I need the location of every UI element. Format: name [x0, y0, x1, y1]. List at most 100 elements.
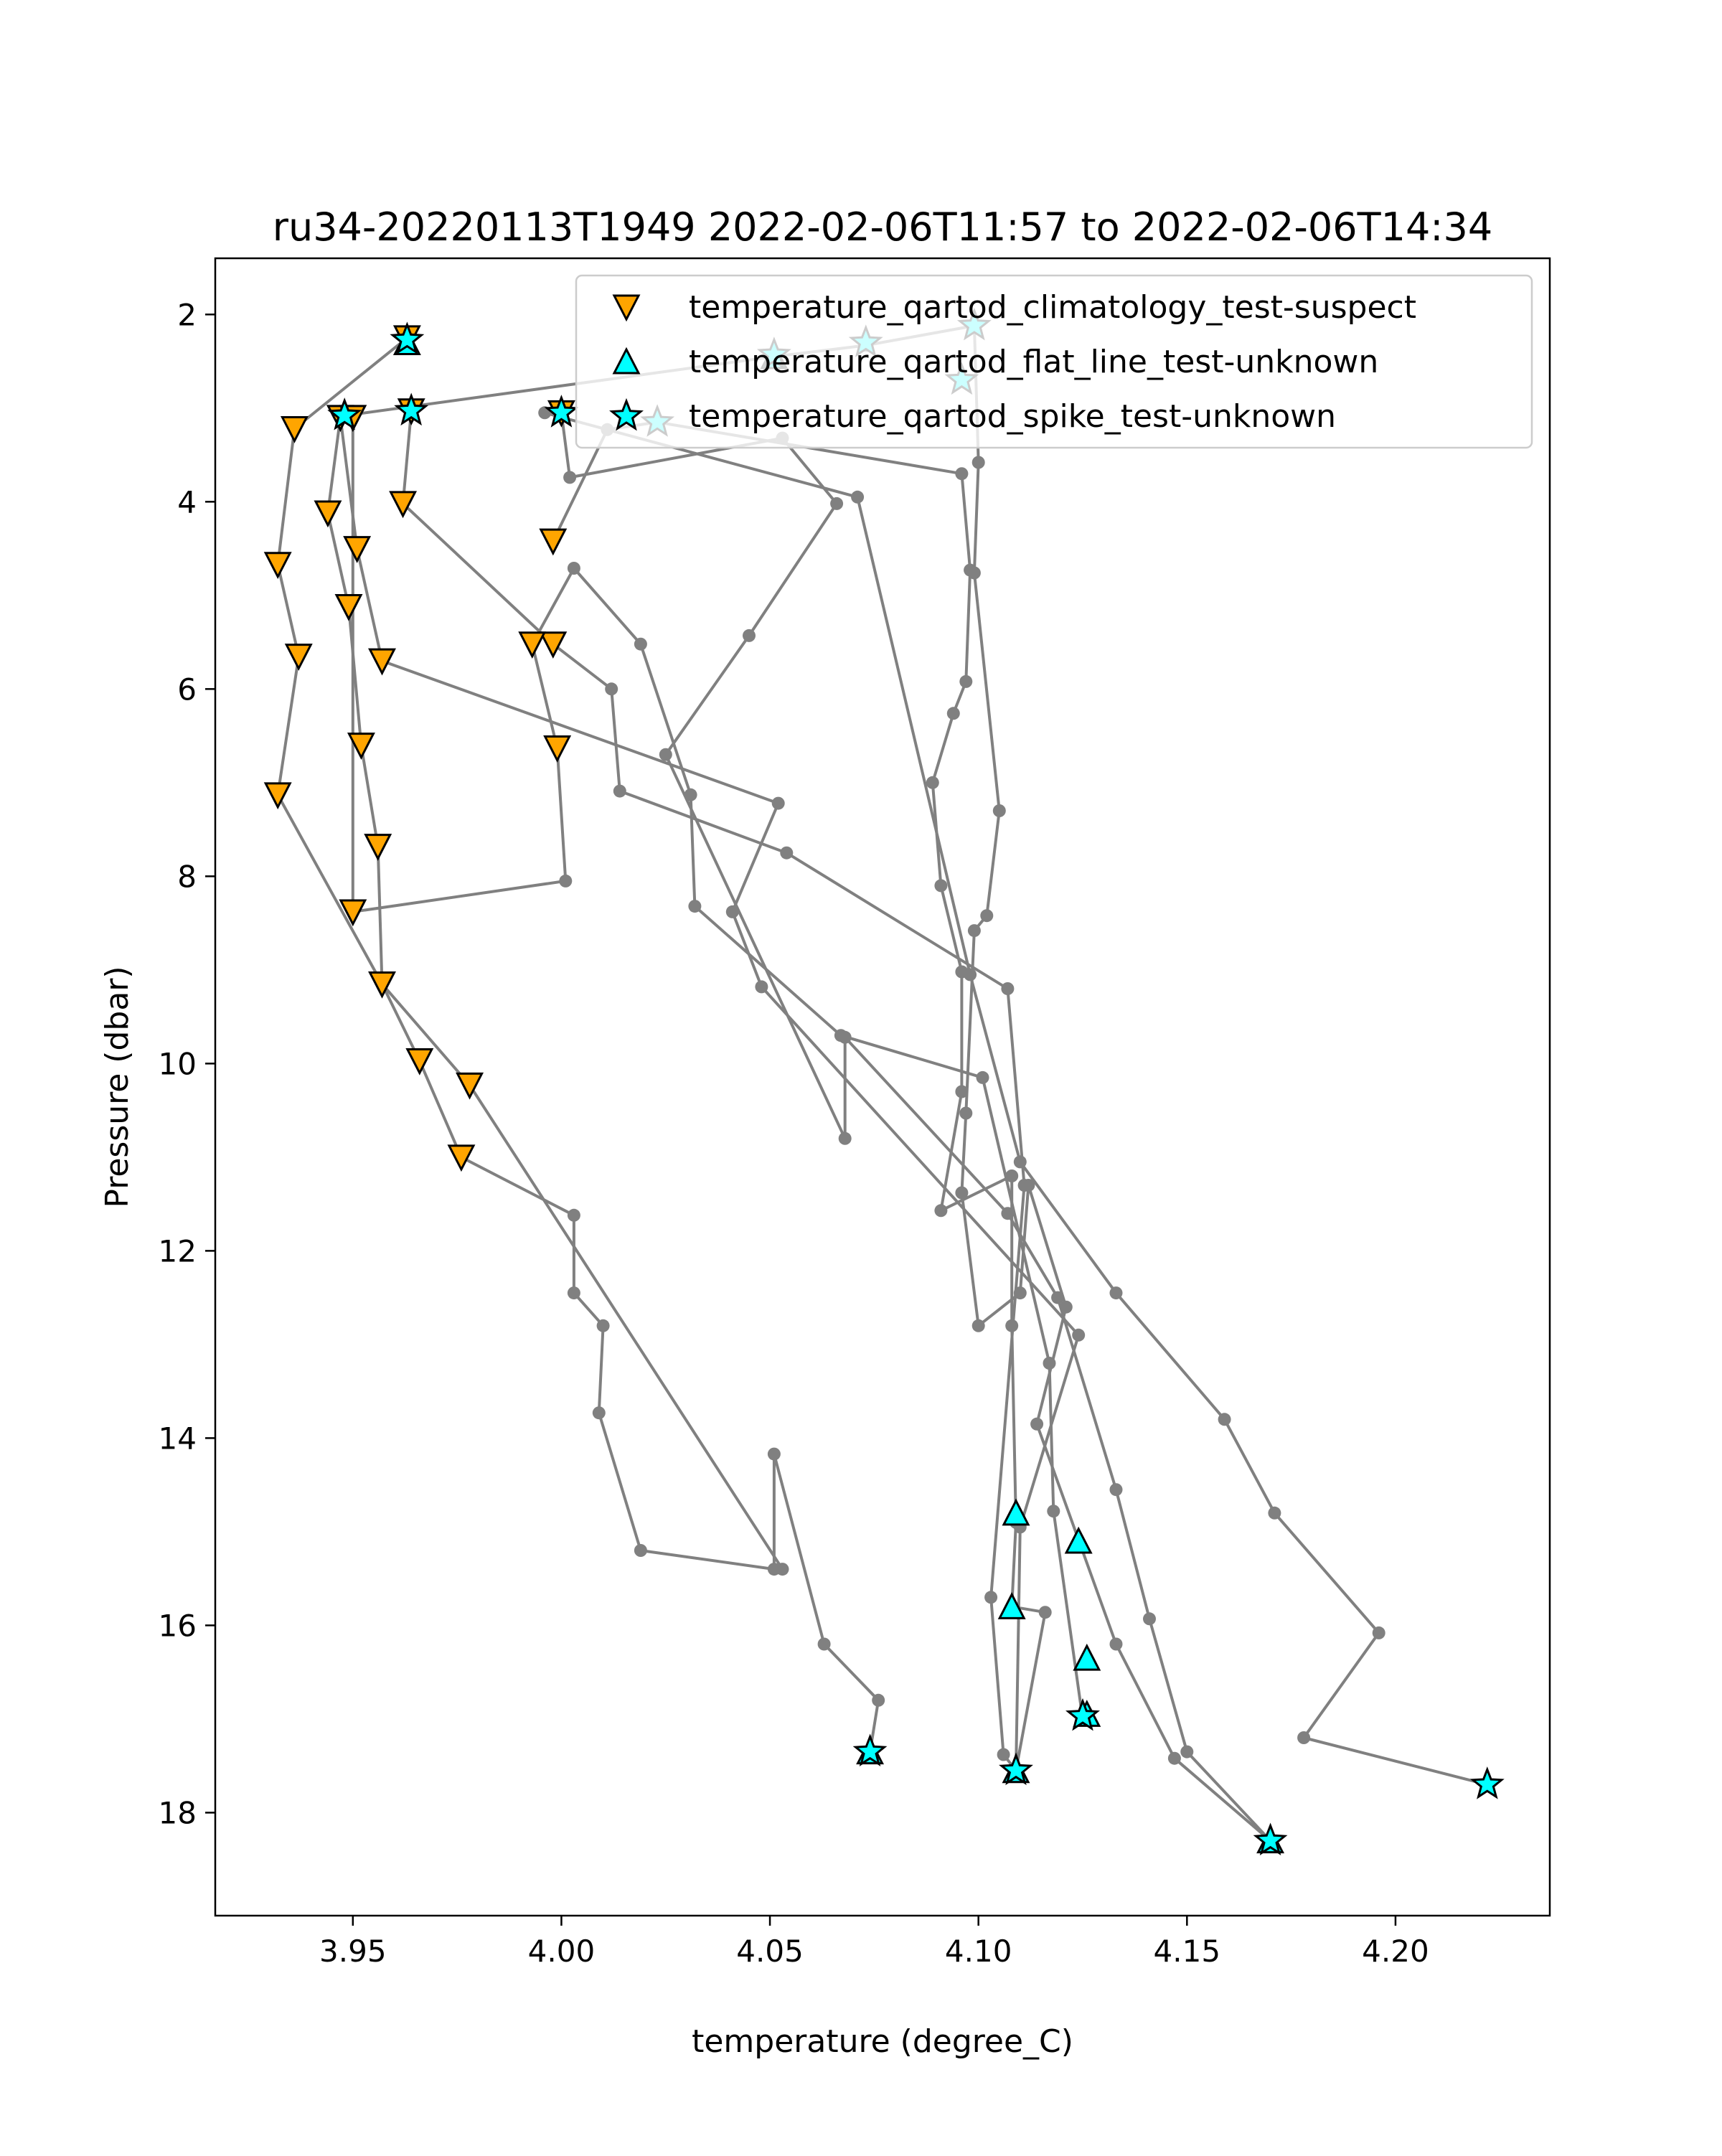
x-tick-label: 4.10 [945, 1934, 1012, 1969]
legend-label-1: temperature_qartod_climatology_test-susp… [689, 289, 1416, 326]
y-tick-label: 14 [159, 1421, 197, 1456]
x-tick-label: 4.15 [1154, 1934, 1221, 1969]
profile-point [955, 1186, 969, 1200]
profile-point [959, 1106, 973, 1120]
qc-marker-1 [347, 733, 375, 760]
profile-point [725, 905, 739, 918]
x-tick-label: 4.05 [736, 1934, 804, 1969]
profile-point [567, 562, 580, 575]
profile-point [634, 637, 647, 651]
qc-marker-1 [368, 971, 396, 999]
profile-point [1372, 1626, 1385, 1639]
qc-marker-3 [1065, 1698, 1100, 1731]
profile-point [659, 748, 672, 761]
y-tick-label: 2 [177, 297, 197, 332]
qc-marker-1 [543, 735, 572, 763]
profile-point [559, 874, 573, 888]
qc-marker-3 [1253, 1822, 1288, 1855]
qc-marker-3 [999, 1752, 1033, 1786]
profile-point [1143, 1612, 1156, 1626]
qc-marker-1 [456, 1072, 484, 1100]
y-tick-label: 6 [177, 672, 197, 707]
qc-marker-1 [280, 416, 309, 443]
profile-point [830, 496, 844, 510]
profile-point [776, 1563, 789, 1576]
y-tick-label: 12 [159, 1233, 197, 1268]
profile-point [1268, 1506, 1281, 1520]
legend-frame [575, 274, 1533, 449]
qc-marker-2 [1002, 1498, 1030, 1526]
profile-point [997, 1748, 1010, 1761]
legend-marker-3 [609, 397, 644, 431]
x-tick-label: 3.95 [319, 1934, 387, 1969]
legend: temperature_qartod_climatology_test-susp… [575, 274, 1533, 449]
x-tick-label: 4.00 [528, 1934, 596, 1969]
y-tick-label: 16 [159, 1608, 197, 1643]
qc-marker-1 [263, 782, 292, 810]
profile-line-7 [552, 420, 1047, 1771]
profile-point [1005, 1319, 1019, 1332]
qc-marker-2 [1064, 1526, 1093, 1554]
profile-point [563, 471, 577, 484]
qc-marker-1 [284, 644, 313, 671]
profile-point [959, 674, 973, 688]
legend-label-3: temperature_qartod_spike_test-unknown [689, 398, 1336, 435]
profile-point [780, 846, 794, 860]
profile-point [755, 980, 768, 994]
profile-point [634, 1544, 647, 1557]
profile-point [838, 1131, 852, 1145]
profile-point [934, 1204, 948, 1218]
y-tick-label: 8 [177, 859, 197, 894]
profile-point [688, 900, 702, 913]
profile-point [1022, 1179, 1035, 1192]
profile-point [1218, 1413, 1231, 1426]
profile-point [1038, 1606, 1052, 1619]
profile-point [946, 707, 960, 720]
profile-point [592, 1406, 606, 1420]
profile-point [613, 784, 626, 798]
qc-marker-3 [1469, 1766, 1505, 1799]
qc-marker-1 [539, 631, 568, 659]
profile-point [1059, 1300, 1073, 1314]
profile-point [1109, 1483, 1123, 1497]
y-tick-label: 18 [159, 1795, 197, 1830]
qc-marker-1 [364, 834, 392, 861]
profile-point [1167, 1751, 1181, 1765]
qc-marker-1 [263, 552, 292, 580]
profile-point [767, 1447, 781, 1461]
profile-point [976, 1070, 989, 1084]
qc-marker-3 [852, 1733, 888, 1766]
profile-point [851, 490, 865, 504]
profile-point [984, 1591, 998, 1604]
profile-point [992, 804, 1006, 817]
profile-point [980, 909, 994, 923]
profile-point [1109, 1637, 1123, 1651]
y-axis-label: Pressure (dbar) [99, 966, 136, 1208]
plot-frame [214, 257, 1551, 1917]
qc-marker-3 [394, 392, 429, 426]
profile-point [971, 456, 985, 469]
x-tick-label: 4.20 [1362, 1934, 1429, 1969]
y-tick-label: 10 [159, 1046, 197, 1081]
legend-marker-1 [612, 294, 641, 322]
qc-marker-1 [368, 648, 396, 676]
y-tick-label: 4 [177, 484, 197, 519]
profile-point [1109, 1286, 1123, 1300]
profile-point [1013, 1286, 1027, 1300]
qc-marker-1 [539, 528, 568, 556]
profile-line-1 [276, 336, 880, 1752]
profile-line-2 [326, 417, 784, 1571]
profile-line-9 [544, 411, 1488, 1787]
profile-point [817, 1637, 831, 1651]
chart-title: ru34-20220113T1949 2022-02-06T11:57 to 2… [273, 204, 1492, 250]
profile-point [567, 1208, 580, 1222]
profile-point [567, 1286, 580, 1300]
profile-point [1013, 1155, 1027, 1169]
qc-marker-1 [389, 491, 418, 519]
qc-marker-1 [405, 1048, 434, 1075]
profile-point [1001, 982, 1015, 995]
profile-line-4 [351, 417, 1084, 1720]
qc-marker-1 [339, 899, 367, 927]
